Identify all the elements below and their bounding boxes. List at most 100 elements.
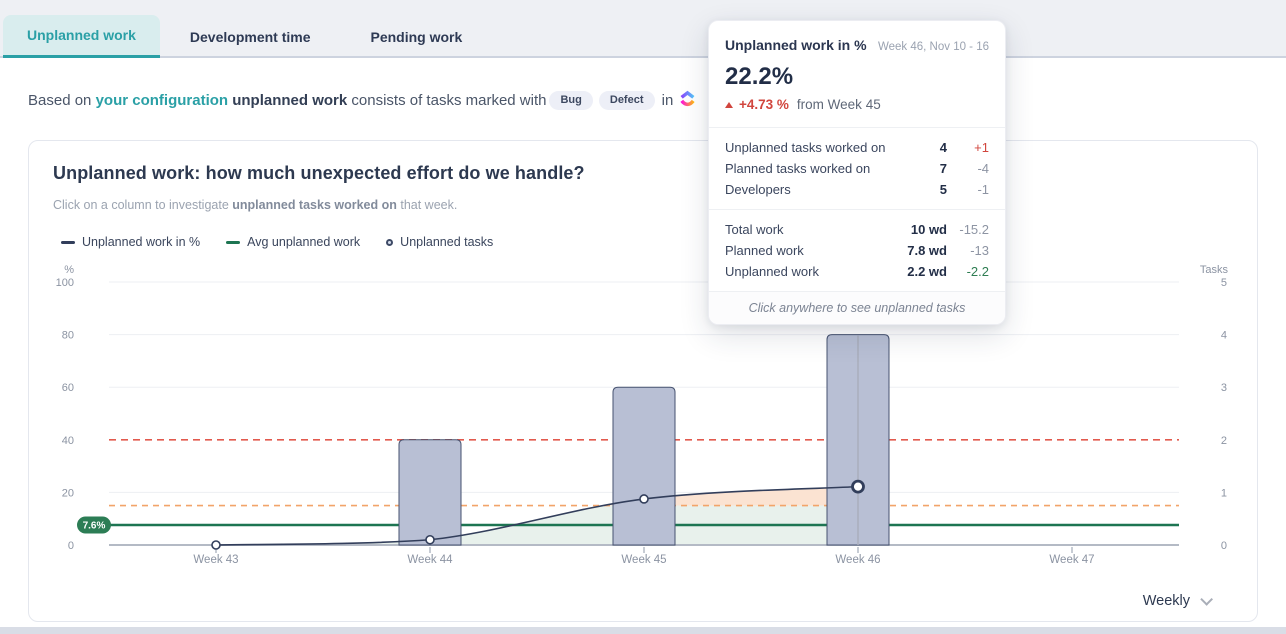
metric-value: 5: [939, 182, 947, 197]
tab-development-time[interactable]: Development time: [160, 15, 341, 58]
chevron-down-icon: [1200, 592, 1213, 606]
data-point-week-43[interactable]: [211, 540, 221, 550]
tab-label: Pending work: [370, 28, 463, 45]
axis-label: 1: [1221, 487, 1227, 499]
divider: [709, 127, 1005, 128]
chart-title: Unplanned work: how much unexpected effo…: [53, 163, 585, 183]
tooltip-delta: +4.73 % from Week 45: [709, 96, 1005, 114]
period-selector[interactable]: Weekly: [1142, 592, 1213, 609]
axis-label: 20: [62, 487, 74, 499]
axis-label: 100: [56, 277, 74, 289]
clickup-logo-icon: [679, 89, 696, 112]
chart-area: 7.6% 0 20 40 60 80 100% 0 1 2 3 4 5 Tasks Week 43 Week …: [41, 259, 1245, 579]
badge-bug: Bug: [549, 90, 593, 110]
tab-label: Development time: [189, 28, 311, 45]
datapoint-tooltip: Unplanned work in % Week 46, Nov 10 - 16…: [708, 20, 1006, 325]
line-marker-icon: [226, 240, 241, 244]
tab-unplanned-work[interactable]: Unplanned work: [3, 15, 160, 58]
axis-label: 40: [62, 435, 74, 447]
tooltip-period: Week 46, Nov 10 - 16: [877, 41, 989, 53]
axis-label: 60: [62, 382, 74, 394]
tooltip-task-metrics: Unplanned tasks worked on 4 +1 Planned t…: [709, 128, 1005, 209]
tooltip-header: Unplanned work in % Week 46, Nov 10 - 16: [709, 21, 1005, 53]
subtitle-suffix: that week.: [396, 198, 458, 212]
unplanned-work-card: Unplanned work: how much unexpected effo…: [28, 140, 1258, 622]
legend-label: Avg unplanned work: [247, 235, 361, 249]
metric-value: 4: [939, 140, 947, 155]
desc-bold: unplanned work: [228, 91, 352, 109]
avg-badge: [77, 516, 111, 534]
desc-middle: consists of tasks marked with: [351, 91, 547, 109]
metric-value: 10 wd: [910, 222, 947, 237]
metric-label: Planned work: [725, 243, 804, 258]
axis-label: Week 46: [835, 554, 880, 566]
tooltip-footer: Click anywhere to see unplanned tasks: [709, 291, 1005, 324]
metric-label: Unplanned tasks worked on: [725, 140, 886, 155]
axis-label: 5: [1221, 277, 1227, 289]
tab-pending-work[interactable]: Pending work: [341, 15, 493, 58]
metric-row: Unplanned work 2.2 wd -2.2: [725, 261, 989, 282]
metric-row: Planned work 7.8 wd -13: [725, 240, 989, 261]
tooltip-work-metrics: Total work 10 wd -15.2 Planned work 7.8 …: [709, 210, 1005, 291]
axis-label: Tasks: [1200, 264, 1229, 276]
tooltip-value: 22.2%: [725, 63, 794, 90]
configuration-link[interactable]: your configuration: [95, 91, 229, 109]
metric-label: Planned tasks worked on: [725, 161, 871, 176]
metric-value: 2.2 wd: [907, 264, 947, 279]
axis-label: Week 43: [193, 554, 238, 566]
legend-avg-unplanned-work: Avg unplanned work: [226, 235, 360, 249]
unplanned-pct-line: [215, 485, 859, 546]
axis-label: Week 44: [407, 554, 453, 566]
data-point-week-45[interactable]: [639, 494, 649, 504]
metric-label: Developers: [725, 182, 791, 197]
metric-label: Total work: [725, 222, 784, 237]
metric-row: Unplanned tasks worked on 4 +1: [725, 137, 989, 158]
metric-delta: -13: [970, 243, 989, 258]
tab-bar: Unplanned work Development time Pending …: [0, 0, 1286, 58]
line-marker-icon: [61, 240, 75, 244]
legend-unplanned-tasks: Unplanned tasks: [386, 235, 493, 249]
legend-label: Unplanned work in %: [82, 235, 201, 249]
axis-label: 0: [68, 540, 74, 552]
metric-value: 7.8 wd: [907, 243, 947, 258]
delta-value: +4.73 %: [739, 97, 789, 112]
data-point-week-46[interactable]: [851, 479, 865, 494]
metric-value: 7: [939, 161, 947, 176]
legend-label: Unplanned tasks: [400, 235, 494, 249]
divider: [709, 209, 1005, 210]
axis-label: 2: [1221, 435, 1227, 447]
axis-label: Week 45: [621, 554, 666, 566]
metric-delta: -4: [977, 161, 989, 176]
badge-defect: Defect: [598, 90, 655, 110]
metric-row: Total work 10 wd -15.2: [725, 219, 989, 240]
axis-label: 80: [62, 330, 74, 342]
axis-label: 4: [1221, 330, 1227, 342]
axis-label: Week 47: [1049, 554, 1094, 566]
delta-reference: from Week 45: [796, 97, 881, 112]
metric-row: Developers 5 -1: [725, 179, 989, 200]
metric-delta: -15.2: [959, 222, 989, 237]
metric-label: Unplanned work: [725, 264, 819, 279]
metric-delta: +1: [974, 140, 989, 155]
period-label: Weekly: [1142, 593, 1190, 609]
axis-label: 7.6%: [83, 521, 106, 532]
metric-delta: -2.2: [966, 264, 989, 279]
data-point-week-44[interactable]: [425, 534, 435, 545]
axis-label: 0: [1221, 540, 1227, 552]
bar-week-44[interactable]: [398, 439, 462, 546]
desc-suffix: in: [657, 91, 674, 109]
bar-week-45[interactable]: [612, 386, 676, 546]
desc-prefix: Based on: [28, 91, 96, 109]
axis-label: 3: [1221, 382, 1227, 394]
legend-unplanned-work-pct: Unplanned work in %: [61, 235, 200, 249]
subtitle-prefix: Click on a column to investigate: [53, 198, 233, 212]
triangle-up-icon: [725, 102, 733, 108]
tabs: Unplanned work Development time Pending …: [3, 15, 492, 58]
chart-legend: Unplanned work in % Avg unplanned work U…: [61, 235, 493, 249]
metric-row: Planned tasks worked on 7 -4: [725, 158, 989, 179]
bottom-strip: [0, 627, 1286, 634]
tab-label: Unplanned work: [27, 27, 136, 43]
tooltip-title: Unplanned work in %: [725, 37, 867, 53]
